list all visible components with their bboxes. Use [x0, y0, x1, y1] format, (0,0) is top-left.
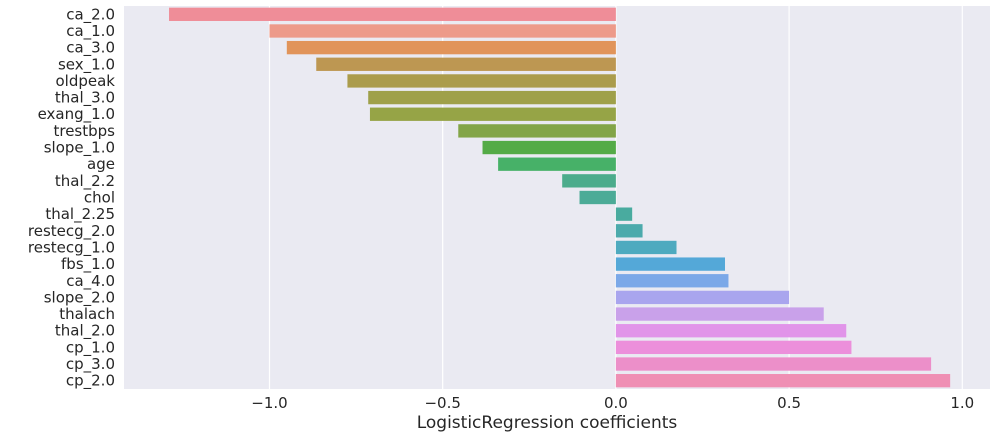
x-tick-label: 0.5 — [777, 394, 801, 412]
y-tick-label: ca_1.0 — [66, 22, 115, 41]
bar-cp_3.0 — [615, 357, 932, 371]
x-tick-label: 0.0 — [604, 394, 628, 412]
y-tick-label: chol — [84, 189, 115, 207]
x-axis-title: LogisticRegression coefficients — [417, 413, 678, 433]
bar-ca_3.0 — [286, 40, 616, 55]
bar-exang_1.0 — [369, 107, 616, 121]
bar-sex_1.0 — [316, 57, 616, 71]
y-tick-label: slope_2.0 — [44, 288, 115, 307]
y-tick-label: age — [87, 155, 115, 173]
bar-age — [498, 157, 616, 171]
bar-ca_2.0 — [169, 7, 616, 21]
x-tick-label: −1.0 — [251, 394, 287, 412]
y-tick-label: thal_2.0 — [55, 322, 115, 341]
y-tick-label: restecg_1.0 — [28, 238, 115, 257]
x-tick-label: −0.5 — [424, 394, 460, 412]
y-tick-label: ca_3.0 — [66, 39, 115, 58]
bar-ca_4.0 — [615, 274, 729, 288]
y-tick-label: sex_1.0 — [58, 55, 115, 74]
bar-cp_1.0 — [615, 340, 852, 355]
y-tick-label: slope_1.0 — [44, 139, 115, 158]
y-tick-label: ca_4.0 — [66, 272, 115, 291]
bar-thalach — [615, 307, 824, 321]
y-tick-label: restecg_2.0 — [28, 222, 115, 241]
bar-slope_2.0 — [615, 290, 790, 305]
bar-thal_3.0 — [368, 90, 616, 105]
bar-slope_1.0 — [482, 140, 616, 155]
y-tick-label: thal_2.25 — [45, 205, 115, 224]
y-tick-label: cp_1.0 — [66, 338, 115, 357]
bar-thal_2.0 — [615, 324, 847, 338]
x-tick-label: 1.0 — [950, 394, 974, 412]
y-tick-label: cp_3.0 — [66, 355, 115, 374]
bar-trestbps — [458, 124, 616, 138]
bar-restecg_2.0 — [615, 224, 643, 238]
y-tick-label: thal_3.0 — [55, 89, 115, 108]
bar-fbs_1.0 — [615, 257, 726, 271]
bars — [169, 7, 951, 388]
y-tick-labels: ca_2.0ca_1.0ca_3.0sex_1.0oldpeakthal_3.0… — [28, 5, 115, 390]
bar-thal_2.25 — [615, 207, 633, 221]
y-tick-label: cp_2.0 — [66, 372, 115, 391]
y-tick-label: ca_2.0 — [66, 5, 115, 24]
bar-cp_2.0 — [615, 374, 951, 388]
bar-chol — [579, 190, 616, 205]
y-tick-label: oldpeak — [56, 72, 116, 90]
bar-restecg_1.0 — [615, 240, 677, 255]
y-tick-label: thal_2.2 — [55, 172, 115, 191]
y-tick-label: exang_1.0 — [38, 105, 115, 124]
x-tick-labels: −1.0 −0.5 0.0 0.5 1.0 — [251, 394, 974, 412]
y-tick-label: fbs_1.0 — [61, 255, 115, 274]
bar-ca_1.0 — [269, 24, 616, 38]
y-tick-label: trestbps — [53, 122, 115, 140]
bar-thal_2.2 — [562, 174, 616, 188]
y-tick-label: thalach — [59, 305, 115, 323]
bar-oldpeak — [347, 74, 616, 88]
